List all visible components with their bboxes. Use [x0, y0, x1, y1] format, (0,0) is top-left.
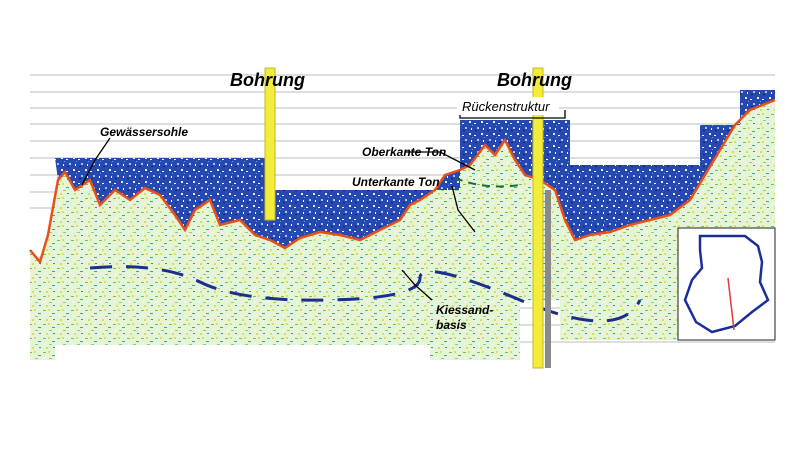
gravel-base-label: basis: [436, 318, 467, 332]
borehole-label: Bohrung: [230, 70, 305, 90]
borehole: [532, 67, 544, 369]
borehole: [264, 67, 276, 221]
clay-top-label: Oberkante Ton: [362, 145, 446, 159]
borehole-log: [545, 190, 551, 368]
sediment-area: [30, 100, 775, 360]
water-area: [55, 90, 775, 248]
clay-top-line: [454, 177, 521, 188]
ridge-label: Rückenstruktur: [462, 99, 550, 114]
location-inset: [677, 227, 776, 341]
borehole-label: Bohrung: [497, 70, 572, 90]
bed-label: Gewässersohle: [100, 125, 188, 139]
clay-base-label: Unterkante Ton: [352, 175, 440, 189]
water-bed-line: [29, 98, 776, 265]
ridge-label-box: [457, 97, 559, 115]
gravel-base-label: Kiessand-: [436, 303, 493, 317]
